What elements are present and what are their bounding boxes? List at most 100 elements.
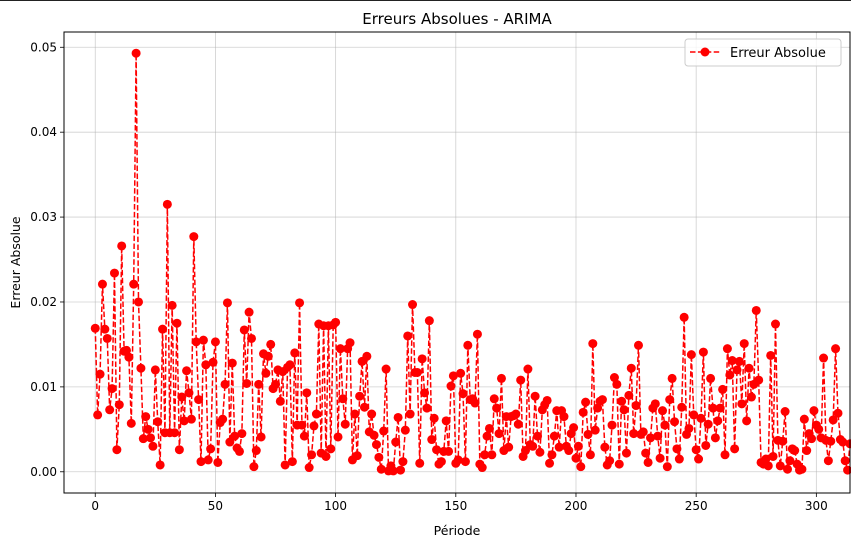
data-point [646,433,655,443]
plot-frame [63,31,851,494]
data-point [198,335,208,345]
data-point [713,416,723,426]
data-point [619,405,629,415]
data-point [182,366,192,376]
data-point [453,455,463,465]
legend: Erreur Absolue [684,38,842,67]
data-point [444,446,454,456]
data-point [230,431,240,441]
data-point [840,456,850,466]
data-point [797,464,807,474]
data-point [141,412,151,422]
y-axis-label: Erreur Absolue [8,216,23,308]
data-point [309,421,319,431]
data-point [172,318,182,328]
data-point [162,199,172,209]
data-point [513,419,523,429]
data-point [242,378,252,388]
x-tick-label: 150 [444,499,467,513]
data-point [484,423,494,433]
data-point [194,395,204,405]
data-point [100,324,110,334]
data-point [307,450,317,460]
data-point [352,451,362,461]
data-point [470,398,480,408]
data-point [799,414,809,424]
data-point [102,333,112,343]
data-point [718,384,728,394]
data-point [578,407,588,417]
y-tick-label: 0.01 [30,380,57,394]
data-point [177,392,187,402]
data-point [672,444,682,454]
data-point [297,420,307,430]
data-point [206,444,216,454]
data-point [581,397,591,407]
data-point [107,384,117,394]
data-point [234,446,244,456]
data-point [624,390,634,400]
data-point [355,391,365,401]
data-point [662,462,672,472]
data-point [631,401,641,411]
data-point [742,416,752,426]
data-point [412,367,422,377]
data-point [807,434,817,444]
data-point [530,391,540,401]
data-point [143,424,153,434]
data-point [583,429,593,439]
data-point [196,457,206,467]
data-point [737,399,747,409]
data-point [547,450,557,460]
data-point [588,339,598,349]
data-point [311,409,321,419]
data-point [326,444,336,454]
data-point [400,425,410,435]
data-point [487,450,497,460]
data-point [670,417,680,427]
data-point [766,350,776,360]
data-point [708,403,718,413]
data-point [393,412,403,422]
data-point [633,340,643,350]
data-point [208,357,218,367]
data-point [420,388,430,398]
data-point [256,432,266,442]
data-point [345,338,355,348]
data-point [126,418,136,428]
data-point [653,431,663,441]
data-point [246,333,256,343]
data-point [403,331,413,341]
data-point [97,279,107,289]
data-point [415,458,425,468]
data-point [340,419,350,429]
data-point [134,297,144,307]
data-point [823,456,833,466]
data-point [843,465,851,475]
data-point [569,423,579,433]
data-point [545,458,555,468]
data-point [146,433,156,443]
data-point [494,429,504,439]
data-point [398,457,408,467]
data-point [112,445,122,455]
data-point [90,323,100,333]
data-point [489,394,499,404]
data-point [590,425,600,435]
data-point [239,325,249,335]
data-point [124,352,134,362]
data-point [210,337,220,347]
data-point [391,437,401,447]
data-point [706,373,716,383]
x-axis-label: Période [434,523,481,538]
y-tick-label: 0.03 [30,210,57,224]
data-point [456,368,466,378]
data-point [761,454,771,464]
data-point [768,451,778,461]
data-point [148,441,158,451]
y-tick-label: 0.00 [30,465,57,479]
data-point [504,442,514,452]
data-point [785,456,795,466]
data-point [472,329,482,339]
